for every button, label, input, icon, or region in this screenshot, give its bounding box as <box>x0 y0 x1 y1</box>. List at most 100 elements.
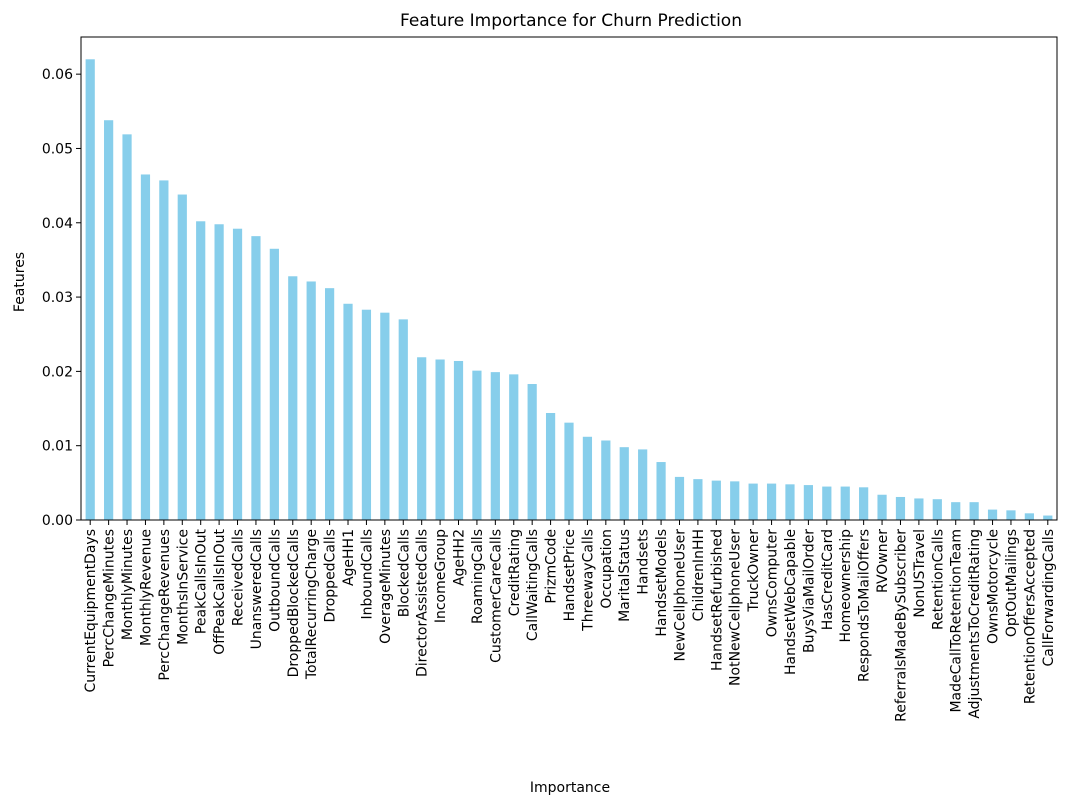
x-tick-label: CustomerCareCalls <box>488 529 504 663</box>
bar-MonthlyRevenue <box>140 174 151 520</box>
x-tick-label: InboundCalls <box>359 529 375 620</box>
x-tick-label: NonUSTravel <box>912 529 928 618</box>
x-tick-label: NewCellphoneUser <box>672 529 688 662</box>
bar-Occupation <box>601 440 611 520</box>
x-tick-label: TotalRecurringCharge <box>304 529 320 680</box>
bar-MonthlyMinutes <box>122 134 132 520</box>
x-tick-label: HandsetRefurbished <box>709 529 725 671</box>
x-tick-label: ThreewayCalls <box>580 529 596 632</box>
x-tick-label: RetentionCalls <box>930 529 946 630</box>
x-tick-label: RoamingCalls <box>470 529 486 624</box>
bar-MadeCallToRetentionTeam <box>951 502 961 520</box>
x-tick-label: OverageMinutes <box>378 529 394 644</box>
x-tick-label: HandsetPrice <box>562 529 578 621</box>
bar-RoamingCalls <box>472 370 482 520</box>
bar-HandsetRefurbished <box>711 480 721 520</box>
x-tick-label: CreditRating <box>507 529 523 616</box>
bar-RVOwner <box>877 494 887 520</box>
x-tick-label: MonthsInService <box>175 529 191 645</box>
x-tick-label: UnansweredCalls <box>249 529 265 649</box>
bar-PrizmCode <box>545 412 556 520</box>
x-tick-label: DirectorAssistedCalls <box>415 529 431 677</box>
bar-NotNewCellphoneUser <box>730 481 740 520</box>
x-tick-label: AdjustmentsToCreditRating <box>967 529 983 719</box>
bar-NewCellphoneUser <box>674 476 685 520</box>
x-tick-label: ReferralsMadeBySubscriber <box>893 529 909 722</box>
x-tick-label: MonthlyMinutes <box>120 529 136 640</box>
bar-AdjustmentsToCreditRating <box>969 502 979 520</box>
x-tick-label: RetentionOffersAccepted <box>1022 529 1038 704</box>
x-tick-label: CurrentEquipmentDays <box>83 529 99 693</box>
bar-DroppedBlockedCalls <box>288 276 298 520</box>
bar-RespondsToMailOffers <box>859 487 869 520</box>
x-tick-label: OutboundCalls <box>267 529 283 632</box>
bar-UnansweredCalls <box>251 236 261 520</box>
x-tick-label: BuysViaMailOrder <box>801 529 817 653</box>
x-tick-label: ChildrenInHH <box>691 529 707 621</box>
y-tick-label: 0.02 <box>42 364 73 380</box>
x-tick-label: HandsetModels <box>654 529 670 637</box>
x-tick-label: PercChangeRevenues <box>157 529 173 681</box>
x-tick-label: OwnsMotorcycle <box>986 529 1002 644</box>
x-tick-label: DroppedBlockedCalls <box>286 529 302 677</box>
y-axis: 0.00 0.01 0.02 0.03 0.04 0.05 0.06 <box>42 67 81 529</box>
bar-HandsetModels <box>656 462 666 520</box>
bar-MonthsInService <box>177 194 187 521</box>
bar-OptOutMailings <box>1006 510 1016 520</box>
x-tick-label: OwnsComputer <box>765 529 781 637</box>
bar-AgeHH1 <box>343 303 353 520</box>
x-tick-label: TruckOwner <box>746 529 762 613</box>
bar-ReceivedCalls <box>232 228 243 520</box>
bar-Handsets <box>638 449 648 520</box>
x-tick-label: MadeCallToRetentionTeam <box>949 529 965 713</box>
bar-HasCreditCard <box>822 486 832 520</box>
bar-CallForwardingCalls <box>1043 515 1053 520</box>
x-axis-title: Importance <box>530 780 610 796</box>
x-tick-label: CallForwardingCalls <box>1041 529 1057 667</box>
bar-ReferralsMadeBySubscriber <box>895 496 906 520</box>
x-tick-label: PeakCallsInOut <box>194 528 210 634</box>
y-axis-title: Features <box>12 252 28 312</box>
y-tick-label: 0.01 <box>42 439 73 455</box>
bar-DirectorAssistedCalls <box>417 357 427 520</box>
bar-ThreewayCalls <box>582 436 593 520</box>
x-tick-label: ReceivedCalls <box>231 529 247 626</box>
bar-CreditRating <box>509 374 519 520</box>
x-tick-label: RespondsToMailOffers <box>857 529 873 682</box>
bar-RetentionOffersAccepted <box>1024 513 1034 520</box>
y-tick-label: 0.05 <box>42 141 73 157</box>
bar-RetentionCalls <box>932 499 942 520</box>
y-tick-label: 0.00 <box>42 513 73 529</box>
x-tick-label: Occupation <box>599 529 615 609</box>
bar-HandsetWebCapable <box>785 484 795 520</box>
x-tick-label: MaritalStatus <box>617 529 633 622</box>
x-tick-label: IncomeGroup <box>433 529 449 623</box>
bar-BuysViaMailOrder <box>803 485 813 520</box>
bar-PercChangeRevenues <box>159 180 169 520</box>
x-tick-label: PrizmCode <box>544 529 560 604</box>
bar-OwnsMotorcycle <box>987 509 998 520</box>
bar-NonUSTravel <box>914 498 924 520</box>
bar-MaritalStatus <box>619 447 629 520</box>
bar-InboundCalls <box>361 309 372 520</box>
x-tick-label: OptOutMailings <box>1004 529 1020 637</box>
bar-Homeownership <box>840 486 850 520</box>
bars-group <box>85 59 1053 521</box>
x-tick-label: CallWaitingCalls <box>525 529 541 641</box>
y-tick-label: 0.06 <box>42 67 73 83</box>
bar-CustomerCareCalls <box>490 372 500 520</box>
x-tick-label: DroppedCalls <box>323 529 339 623</box>
bar-PercChangeMinutes <box>104 120 114 521</box>
x-axis: CurrentEquipmentDays PercChangeMinutes Mon… <box>83 520 1057 722</box>
bar-AgeHH2 <box>453 360 464 520</box>
bar-CallWaitingCalls <box>527 384 537 520</box>
x-tick-label: OffPeakCallsInOut <box>212 529 228 655</box>
bar-IncomeGroup <box>435 359 445 520</box>
y-tick-label: 0.03 <box>42 290 73 306</box>
bar-OverageMinutes <box>380 312 390 520</box>
x-tick-label: Homeownership <box>838 529 854 643</box>
bar-DroppedCalls <box>325 288 335 520</box>
bar-OutboundCalls <box>269 248 279 520</box>
x-tick-label: NotNewCellphoneUser <box>728 529 744 686</box>
